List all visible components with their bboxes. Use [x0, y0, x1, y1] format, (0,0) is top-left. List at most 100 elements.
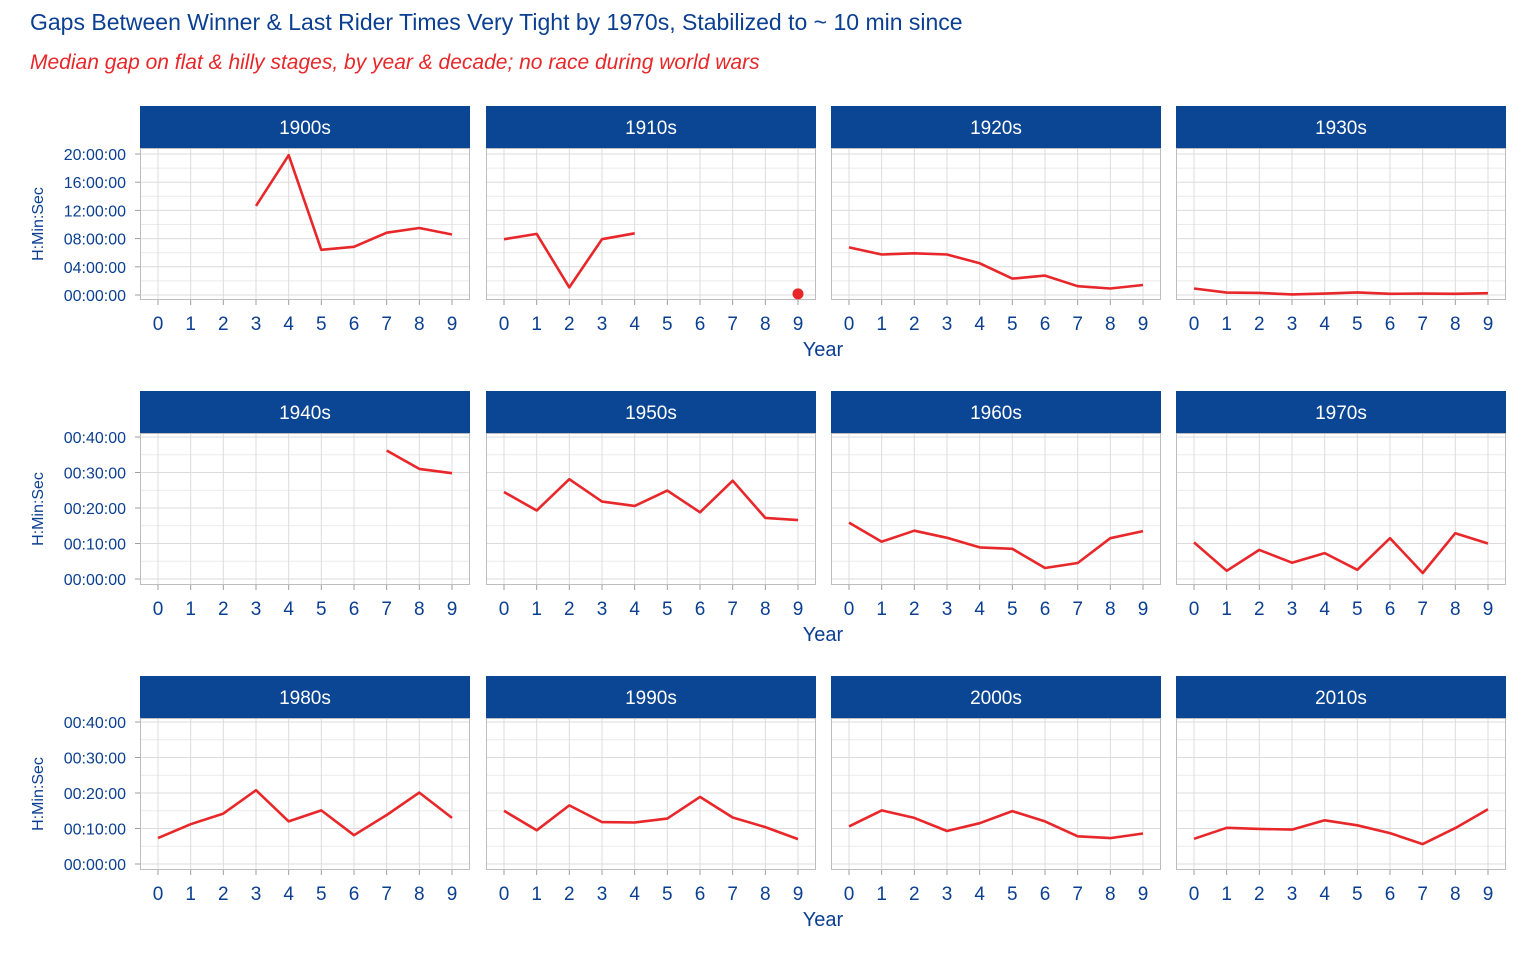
x-tick-label: 1 [185, 314, 196, 335]
x-tick-label: 0 [153, 314, 164, 335]
x-tick-label: 4 [629, 884, 640, 905]
facet-strip-label: 1980s [279, 688, 331, 709]
x-tick-label: 5 [1007, 314, 1018, 335]
x-tick-label: 2 [218, 599, 229, 620]
x-tick-label: 3 [1287, 599, 1298, 620]
x-tick-label: 6 [695, 314, 706, 335]
facet-strip-label: 1970s [1315, 403, 1367, 424]
x-tick-label: 8 [1450, 599, 1461, 620]
x-tick-label: 1 [531, 599, 542, 620]
x-tick-label: 9 [793, 599, 804, 620]
y-tick-label: 16:00:00 [64, 175, 126, 192]
facet-strip [831, 676, 1161, 718]
x-tick-label: 3 [251, 884, 262, 905]
x-tick-label: 6 [1385, 884, 1396, 905]
y-axis-label: H:Min:Sec [30, 472, 47, 546]
x-tick-label: 2 [909, 599, 920, 620]
facet-strip-label: 1960s [970, 403, 1022, 424]
x-axis-label: Year [803, 624, 844, 646]
y-tick-label: 00:00:00 [64, 857, 126, 874]
panel-border [1176, 148, 1506, 300]
y-axis-label: H:Min:Sec [30, 757, 47, 831]
panel-border [140, 718, 470, 870]
x-tick-label: 6 [349, 599, 360, 620]
x-tick-label: 0 [499, 314, 510, 335]
plot-panel [1176, 433, 1506, 585]
plot-panel [486, 433, 816, 585]
series-line-1920s [848, 246, 1144, 290]
x-tick-label: 4 [974, 599, 985, 620]
x-tick-label: 5 [1352, 599, 1363, 620]
x-tick-label: 1 [1221, 314, 1232, 335]
series-line-2010s [1193, 808, 1489, 846]
x-tick-label: 5 [662, 314, 673, 335]
x-tick-label: 3 [597, 884, 608, 905]
x-tick-label: 7 [1072, 884, 1083, 905]
x-tick-label: 8 [1450, 314, 1461, 335]
x-tick-label: 6 [1385, 599, 1396, 620]
y-tick-label: 04:00:00 [64, 260, 126, 277]
x-tick-label: 4 [283, 314, 294, 335]
facet-strip-label: 2010s [1315, 688, 1367, 709]
x-tick-label: 6 [695, 599, 706, 620]
x-tick-label: 1 [531, 884, 542, 905]
x-tick-label: 3 [942, 314, 953, 335]
x-tick-label: 3 [942, 599, 953, 620]
facet-strip [486, 676, 816, 718]
facet-strip-label: 2000s [970, 688, 1022, 709]
x-tick-label: 1 [876, 884, 887, 905]
x-tick-label: 4 [974, 314, 985, 335]
x-tick-label: 9 [447, 599, 458, 620]
x-tick-label: 7 [1417, 314, 1428, 335]
facet-strip [831, 391, 1161, 433]
panel-border [831, 433, 1161, 585]
x-tick-label: 5 [1007, 599, 1018, 620]
panel-border [1176, 718, 1506, 870]
x-tick-label: 2 [564, 884, 575, 905]
y-tick-label: 00:40:00 [64, 430, 126, 447]
x-axis-label: Year [803, 909, 844, 931]
panel-border [140, 148, 470, 300]
y-tick-label: 00:30:00 [64, 751, 126, 768]
x-tick-label: 8 [760, 599, 771, 620]
x-tick-label: 1 [876, 599, 887, 620]
x-tick-label: 2 [564, 314, 575, 335]
x-tick-label: 1 [531, 314, 542, 335]
facet-strip-label: 1910s [625, 118, 677, 139]
x-tick-label: 6 [349, 314, 360, 335]
plot-panel [1176, 718, 1506, 870]
y-tick-label: 00:20:00 [64, 501, 126, 518]
series-line-1900s [254, 153, 453, 252]
series-line-2000s [848, 809, 1144, 840]
x-tick-label: 3 [942, 884, 953, 905]
x-tick-label: 3 [597, 314, 608, 335]
facet-strip [831, 106, 1161, 148]
x-tick-label: 2 [218, 884, 229, 905]
x-tick-label: 6 [695, 884, 706, 905]
panel-border [1176, 433, 1506, 585]
x-tick-label: 0 [153, 884, 164, 905]
x-tick-label: 3 [1287, 884, 1298, 905]
x-tick-label: 4 [629, 599, 640, 620]
x-tick-label: 3 [251, 599, 262, 620]
x-tick-label: 1 [1221, 599, 1232, 620]
x-tick-label: 2 [909, 884, 920, 905]
x-tick-label: 2 [564, 599, 575, 620]
x-tick-label: 7 [1072, 599, 1083, 620]
panel-border [831, 148, 1161, 300]
x-tick-label: 5 [316, 884, 327, 905]
x-tick-label: 9 [793, 314, 804, 335]
x-tick-label: 7 [381, 314, 392, 335]
x-tick-label: 0 [499, 884, 510, 905]
x-tick-label: 0 [844, 884, 855, 905]
x-tick-label: 5 [1007, 884, 1018, 905]
panel-border [486, 433, 816, 585]
x-tick-label: 5 [316, 599, 327, 620]
x-tick-label: 0 [1189, 599, 1200, 620]
x-tick-label: 2 [218, 314, 229, 335]
x-tick-label: 7 [1417, 599, 1428, 620]
x-tick-label: 9 [1138, 884, 1149, 905]
x-tick-label: 7 [727, 599, 738, 620]
facet-strip [1176, 391, 1506, 433]
x-tick-label: 9 [1483, 314, 1494, 335]
